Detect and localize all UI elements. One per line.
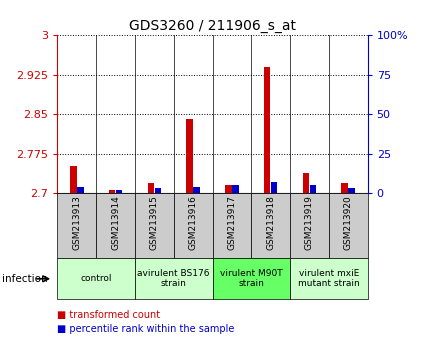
Bar — [264, 67, 270, 193]
Text: GSM213916: GSM213916 — [189, 195, 198, 250]
Bar — [290, 258, 368, 299]
Bar — [232, 185, 239, 193]
Text: ■ percentile rank within the sample: ■ percentile rank within the sample — [57, 324, 235, 334]
Text: infection: infection — [2, 274, 48, 284]
Bar — [271, 182, 278, 193]
Text: virulent M90T
strain: virulent M90T strain — [220, 269, 283, 289]
Text: virulent mxiE
mutant strain: virulent mxiE mutant strain — [298, 269, 360, 289]
Text: avirulent BS176
strain: avirulent BS176 strain — [137, 269, 210, 289]
Text: GSM213914: GSM213914 — [111, 195, 120, 250]
Text: GSM213917: GSM213917 — [227, 195, 236, 250]
Text: GSM213920: GSM213920 — [344, 195, 353, 250]
Bar — [303, 173, 309, 193]
Bar — [57, 193, 96, 258]
Bar — [212, 258, 290, 299]
Bar — [116, 190, 122, 193]
Bar — [348, 188, 355, 193]
Bar — [174, 193, 212, 258]
Bar — [70, 166, 76, 193]
Bar — [193, 187, 200, 193]
Bar — [310, 185, 316, 193]
Bar — [329, 193, 368, 258]
Text: control: control — [80, 274, 112, 283]
Text: ■ transformed count: ■ transformed count — [57, 310, 161, 320]
Bar — [251, 193, 290, 258]
Bar — [135, 193, 174, 258]
Text: GSM213913: GSM213913 — [72, 195, 81, 250]
Bar — [341, 183, 348, 193]
Bar — [155, 188, 161, 193]
Bar — [225, 185, 232, 193]
Bar — [109, 190, 115, 193]
Bar — [135, 258, 212, 299]
Text: GSM213918: GSM213918 — [266, 195, 275, 250]
Text: GSM213915: GSM213915 — [150, 195, 159, 250]
Text: GSM213919: GSM213919 — [305, 195, 314, 250]
Title: GDS3260 / 211906_s_at: GDS3260 / 211906_s_at — [129, 19, 296, 33]
Bar — [96, 193, 135, 258]
Bar — [147, 183, 154, 193]
Bar — [77, 187, 84, 193]
Bar — [290, 193, 329, 258]
Bar — [212, 193, 251, 258]
Bar — [57, 258, 135, 299]
Bar — [186, 119, 193, 193]
